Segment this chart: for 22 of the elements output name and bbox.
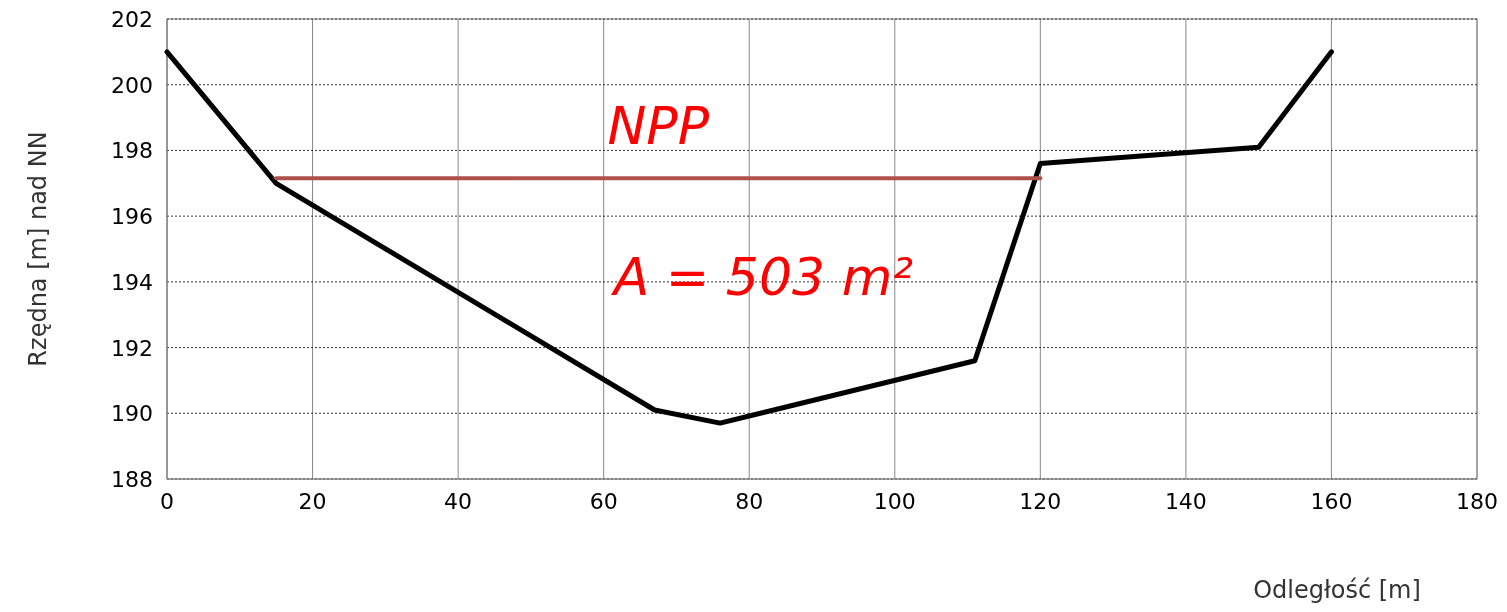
x-tick-label: 140 <box>1164 489 1207 514</box>
y-tick-label: 194 <box>111 269 153 295</box>
x-axis-title: Odległość [m] <box>1253 576 1421 604</box>
x-tick-label: 40 <box>444 489 473 514</box>
x-tick-label: 60 <box>589 489 618 514</box>
x-tick-label: 20 <box>298 489 327 514</box>
y-tick-label: 188 <box>111 467 153 492</box>
series-label: NPP <box>607 96 710 157</box>
x-tick-label: 0 <box>160 489 174 514</box>
y-axis-title: Rzędna [m] nad NN <box>24 131 52 367</box>
y-tick-label: 198 <box>111 138 153 164</box>
y-tick-label: 196 <box>111 204 153 230</box>
y-tick-label: 202 <box>111 7 153 32</box>
x-tick-label: 160 <box>1310 489 1353 514</box>
x-tick-label: 120 <box>1019 489 1062 514</box>
x-tick-label: 100 <box>873 489 916 514</box>
x-tick-label: 180 <box>1456 489 1498 514</box>
y-tick-label: 192 <box>111 335 153 361</box>
y-tick-label: 190 <box>111 401 153 427</box>
annotation: A = 503 m² <box>610 247 914 307</box>
x-tick-label: 80 <box>735 489 764 514</box>
y-tick-label: 200 <box>111 72 153 98</box>
